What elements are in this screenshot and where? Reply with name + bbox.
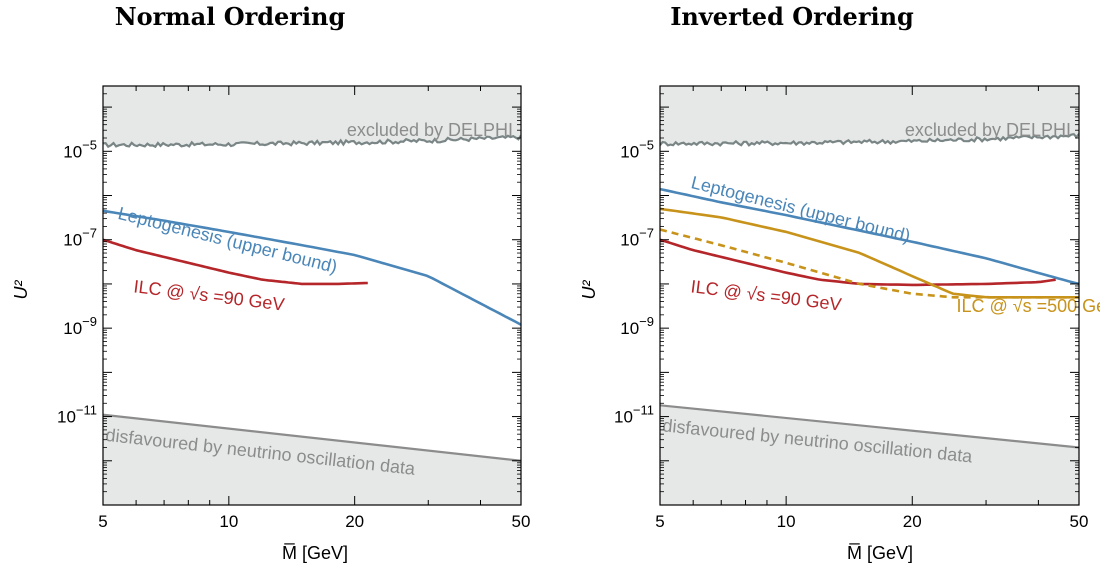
curve-label-1: ILC @ √s =90 GeV [133, 276, 286, 314]
disfavoured-region [103, 414, 521, 505]
disfavoured-boundary-line [660, 404, 1079, 449]
excluded-boundary-line [103, 134, 521, 149]
panel-normal-ordering: Normal Ordering M̅ [GeV] U² excluded by … [11, 2, 530, 563]
series-line-1 [103, 238, 368, 286]
y-axis-label: U² [11, 280, 31, 300]
series-line-0 [103, 209, 521, 326]
plot-frame [659, 85, 1080, 506]
series-line-0 [660, 187, 1079, 286]
curve-label-0: Leptogenesis (upper bound) [116, 203, 339, 277]
curve-label-2: ILC @ √s =500 GeV [956, 296, 1100, 316]
series-line-3 [660, 228, 1079, 299]
excluded-boundary-line [660, 133, 1079, 147]
x-tick-label-1: 10 [219, 512, 238, 531]
plot-frame [102, 85, 522, 506]
y-tick-label-1: 10−7 [63, 226, 97, 250]
chart-title: Normal Ordering [115, 2, 346, 31]
y-tick-label-1: 10−7 [620, 226, 654, 250]
curve-label-1: ILC @ √s =90 GeV [690, 276, 843, 314]
y-tick-label-0: 10−5 [620, 137, 654, 161]
y-tick-label-3: 10−11 [57, 403, 97, 427]
y-axis-label: U² [579, 280, 599, 300]
y-tick-label-2: 10−9 [63, 314, 97, 338]
disfavoured-region [660, 405, 1079, 505]
series-line-2 [660, 207, 1079, 299]
excluded-region [660, 86, 1079, 146]
panel-inverted-ordering: Inverted Ordering M̅ [GeV] U² excluded b… [579, 2, 1100, 563]
y-tick-label-3: 10−11 [614, 403, 654, 427]
excluded-region-label: excluded by DELPHI [905, 120, 1071, 140]
x-tick-label-2: 20 [345, 512, 364, 531]
excluded-region-label: excluded by DELPHI [347, 120, 513, 140]
x-tick-label-3: 50 [1070, 512, 1089, 531]
x-axis-label: M̅ [GeV] [282, 543, 348, 563]
x-tick-label-2: 20 [903, 512, 922, 531]
chart-title: Inverted Ordering [670, 2, 914, 31]
x-tick-label-0: 5 [655, 512, 664, 531]
x-tick-label-1: 10 [777, 512, 796, 531]
x-axis-label: M̅ [GeV] [847, 543, 913, 563]
x-tick-label-3: 50 [512, 512, 531, 531]
disfavoured-boundary-line [103, 413, 521, 462]
x-tick-label-0: 5 [98, 512, 107, 531]
y-tick-label-0: 10−5 [63, 137, 97, 161]
y-tick-label-2: 10−9 [620, 314, 654, 338]
excluded-region [103, 86, 521, 147]
